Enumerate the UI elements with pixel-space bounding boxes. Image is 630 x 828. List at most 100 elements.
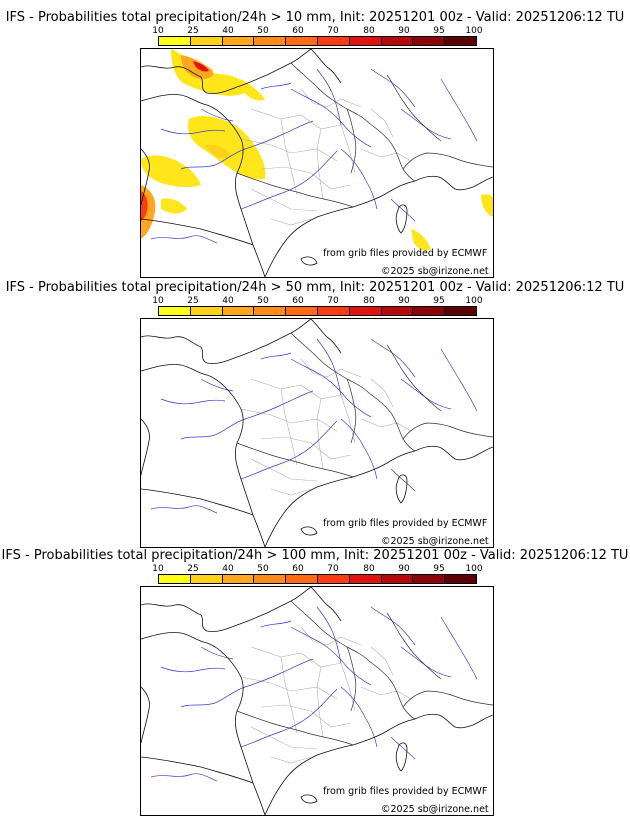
admin-boundary	[300, 358, 362, 378]
country-border	[290, 62, 370, 124]
river	[180, 120, 314, 170]
country-border	[290, 600, 370, 662]
colorbar-segment	[222, 575, 255, 583]
colorbar-segment	[317, 575, 350, 583]
colorbar-tick-label: 50	[257, 296, 269, 306]
map-drawing	[141, 319, 493, 547]
admin-boundary	[250, 458, 318, 482]
colorbar-tick-label: 90	[398, 564, 410, 574]
country-border	[368, 392, 416, 452]
coastline	[141, 686, 150, 744]
river	[260, 82, 292, 90]
country-border	[402, 422, 493, 440]
source-credit: from grib files provided by ECMWF	[323, 518, 488, 529]
river	[440, 78, 478, 142]
river	[290, 626, 372, 686]
precipitation-area	[171, 49, 251, 96]
colorbar-segment	[349, 37, 382, 45]
admin-boundary	[280, 656, 298, 734]
coastline	[141, 587, 312, 632]
colorbar-tick-label: 60	[292, 26, 304, 36]
river	[340, 148, 378, 210]
colorbar-tick-label: 10	[152, 26, 164, 36]
coastline	[414, 445, 493, 461]
admin-boundary	[316, 128, 324, 200]
colorbar-segment	[413, 37, 446, 45]
colorbar-segment	[190, 575, 223, 583]
coastline	[414, 175, 493, 191]
colorbar-tick-label: 95	[433, 296, 445, 306]
admin-boundary	[316, 398, 324, 470]
colorbar-labels: 10 25 40 50 60 70 80 90 95 100	[152, 26, 482, 36]
admin-boundary	[280, 118, 298, 196]
colorbar-segment	[286, 307, 318, 315]
colorbar-tick-label: 90	[398, 296, 410, 306]
panel-title: IFS - Probabilities total precipitation/…	[1, 548, 629, 563]
colorbar-tick-label: 70	[327, 564, 339, 574]
colorbar-segment	[222, 37, 255, 45]
panel-title: IFS - Probabilities total precipitation/…	[5, 280, 625, 295]
river	[150, 235, 218, 244]
probability-map: from grib files provided by ECMWF ©2025 …	[140, 48, 494, 278]
admin-boundary	[370, 646, 394, 676]
admin-boundary	[300, 626, 362, 646]
country-border	[386, 344, 442, 412]
island-outline	[395, 474, 408, 504]
river	[316, 338, 342, 396]
coastline	[141, 94, 266, 277]
map-panel-50mm: IFS - Probabilities total precipitation/…	[0, 270, 630, 548]
admin-boundary	[270, 756, 312, 764]
colorbar-tick-label: 40	[222, 26, 234, 36]
country-border	[368, 122, 416, 182]
coastline	[264, 450, 416, 547]
river	[240, 688, 338, 748]
precipitation-area	[187, 116, 266, 180]
admin-boundary	[280, 388, 298, 466]
river	[370, 606, 416, 646]
colorbar-tick-label: 100	[465, 564, 483, 574]
country-border	[402, 152, 493, 170]
coastline	[141, 632, 266, 815]
copyright-credit: ©2025 sb@irizone.net	[381, 266, 489, 277]
country-border	[346, 646, 357, 712]
colorbar-tick-label: 60	[292, 564, 304, 574]
map-panel-10mm: IFS - Probabilities total precipitation/…	[0, 0, 630, 278]
colorbar-segment	[445, 37, 476, 45]
colorbar-segment	[254, 37, 287, 45]
precipitation-area	[411, 229, 431, 251]
country-border	[290, 332, 370, 394]
river	[160, 398, 226, 405]
colorbar-tick-label: 95	[433, 564, 445, 574]
admin-boundary	[250, 726, 318, 750]
colorbar-segment	[413, 575, 446, 583]
colorbar-tick-label: 10	[152, 296, 164, 306]
coastline	[310, 319, 342, 354]
colorbar-tick-label: 80	[363, 26, 375, 36]
coastline	[141, 49, 312, 94]
colorbar-tick-label: 95	[433, 26, 445, 36]
colorbar-segment	[286, 575, 318, 583]
river	[400, 646, 452, 678]
river	[400, 378, 452, 410]
country-border	[402, 690, 493, 708]
colorbar-tick-label: 40	[222, 564, 234, 574]
colorbar-labels: 10 25 40 50 60 70 80 90 95 100	[152, 296, 482, 306]
colorbar-segment	[381, 575, 414, 583]
colorbar-segment	[190, 307, 223, 315]
admin-boundary	[316, 666, 324, 738]
colorbar-segment	[413, 307, 446, 315]
precipitation-area	[193, 61, 209, 72]
colorbar-segment	[190, 37, 223, 45]
admin-boundary	[260, 436, 352, 460]
river	[440, 616, 478, 680]
river	[160, 128, 226, 135]
colorbar-tick-label: 40	[222, 296, 234, 306]
colorbar-tick-label: 25	[187, 26, 199, 36]
precipitation-area	[161, 198, 187, 214]
colorbar	[158, 306, 477, 316]
admin-boundary	[240, 138, 338, 162]
admin-boundary	[360, 418, 412, 432]
precipitation-area	[481, 194, 493, 217]
precipitation-area	[141, 155, 201, 188]
colorbar-tick-label: 25	[187, 296, 199, 306]
